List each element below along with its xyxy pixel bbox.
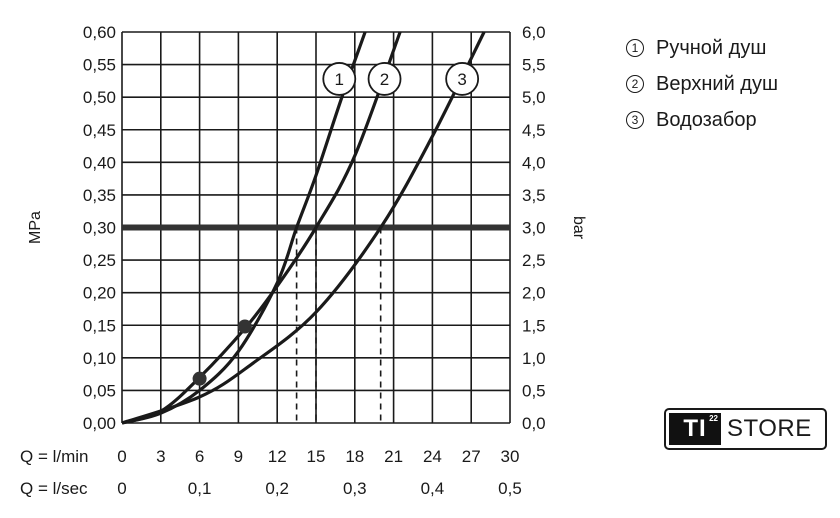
legend-item-3: 3 Водозабор	[626, 102, 778, 138]
y-tick-left: 0,35	[83, 186, 116, 205]
legend-label: Верхний душ	[656, 72, 779, 95]
x-tick-row-1: 27	[462, 447, 481, 466]
y-tick-right: 0,0	[522, 414, 546, 433]
x-tick-row-1: 0	[117, 447, 126, 466]
y-tick-right: 1,5	[522, 316, 546, 335]
y-tick-right: 3,0	[522, 219, 546, 238]
logo-mark: TI 22	[669, 413, 721, 445]
legend-item-1: 1 Ручной душ	[626, 30, 778, 66]
axis-titles: MPa bar	[27, 211, 587, 244]
legend-marker: 1	[626, 39, 644, 57]
store-logo: TI 22 STORE	[664, 408, 827, 450]
y-tick-left: 0,55	[83, 56, 116, 75]
x-tick-row-1: 15	[307, 447, 326, 466]
x-row-label-1: Q = l/min	[20, 447, 89, 466]
y-tick-left: 0,00	[83, 414, 116, 433]
series-marker-label-3: 3	[457, 70, 466, 89]
series-line-2	[121, 31, 402, 425]
y-ticks-left: 0,00 0,05 0,10 0,15 0,20 0,25 0,30 0,35 0,40 0,45…	[83, 23, 116, 433]
y-tick-left: 0,45	[83, 121, 116, 140]
x-tick-row-1: 9	[234, 447, 243, 466]
x-tick-row-2: 0	[117, 479, 126, 498]
x-tick-row-2: 0,4	[421, 479, 445, 498]
y-axis-title-right: bar	[570, 216, 587, 240]
y-tick-left: 0,60	[83, 23, 116, 42]
y-tick-left: 0,15	[83, 316, 116, 335]
data-points	[192, 319, 252, 386]
series-markers: 1 2 3	[322, 62, 480, 96]
legend-label: Водозабор	[656, 108, 757, 131]
legend-marker: 2	[626, 75, 644, 93]
data-point	[237, 319, 252, 334]
y-tick-left: 0,20	[83, 284, 116, 303]
y-tick-right: 5,5	[522, 56, 546, 75]
legend: 1 Ручной душ 2 Верхний душ 3 Водозабор	[626, 30, 778, 138]
series-marker-circle-2	[367, 62, 402, 96]
y-tick-left: 0,25	[83, 251, 116, 270]
y-tick-right: 4,5	[522, 121, 546, 140]
x-tick-row-2: 0,2	[265, 479, 289, 498]
x-tick-row-1: 24	[423, 447, 442, 466]
y-tick-left: 0,40	[83, 153, 116, 172]
y-ticks-right: 0,0 0,5 1,0 1,5 2,0 2,5 3,0 3,5 4,0 4,5 5,0 5,5 6,0	[522, 23, 546, 433]
x-ticks: Q = l/min 0 3 6 9 12 15 18 21 24 27 30 Q = l/sec 0 0,1…	[20, 447, 522, 498]
series-marker-circle-3	[445, 62, 480, 96]
logo-text: STORE	[727, 415, 812, 442]
logo-superscript: 22	[709, 414, 718, 423]
legend-marker: 3	[626, 111, 644, 129]
x-tick-row-1: 21	[384, 447, 403, 466]
x-tick-row-1: 6	[195, 447, 204, 466]
y-tick-right: 2,0	[522, 284, 546, 303]
logo-mark-text: TI	[683, 415, 707, 442]
y-tick-right: 6,0	[522, 23, 546, 42]
series-curves	[121, 31, 486, 425]
series-marker-circle-1	[322, 62, 357, 96]
y-tick-right: 2,5	[522, 251, 546, 270]
x-tick-row-2: 0,1	[188, 479, 212, 498]
x-tick-row-2: 0,5	[498, 479, 522, 498]
y-tick-left: 0,10	[83, 349, 116, 368]
y-tick-right: 5,0	[522, 88, 546, 107]
y-tick-right: 3,5	[522, 186, 546, 205]
y-axis-title-left: MPa	[27, 211, 44, 244]
y-tick-right: 4,0	[522, 153, 546, 172]
y-tick-left: 0,30	[83, 219, 116, 238]
series-marker-label-2: 2	[380, 70, 389, 89]
x-tick-row-1: 18	[345, 447, 364, 466]
legend-item-2: 2 Верхний душ	[626, 66, 778, 102]
y-tick-right: 1,0	[522, 349, 546, 368]
data-point	[192, 371, 207, 386]
series-line-3	[121, 31, 486, 425]
y-tick-left: 0,05	[83, 381, 116, 400]
x-tick-row-1: 12	[268, 447, 287, 466]
series-marker-label-1: 1	[335, 70, 344, 89]
y-tick-left: 0,50	[83, 88, 116, 107]
x-tick-row-2: 0,3	[343, 479, 367, 498]
x-tick-row-1: 3	[156, 447, 165, 466]
x-row-label-2: Q = l/sec	[20, 479, 88, 498]
legend-label: Ручной душ	[656, 36, 767, 59]
y-tick-right: 0,5	[522, 381, 546, 400]
x-tick-row-1: 30	[501, 447, 520, 466]
